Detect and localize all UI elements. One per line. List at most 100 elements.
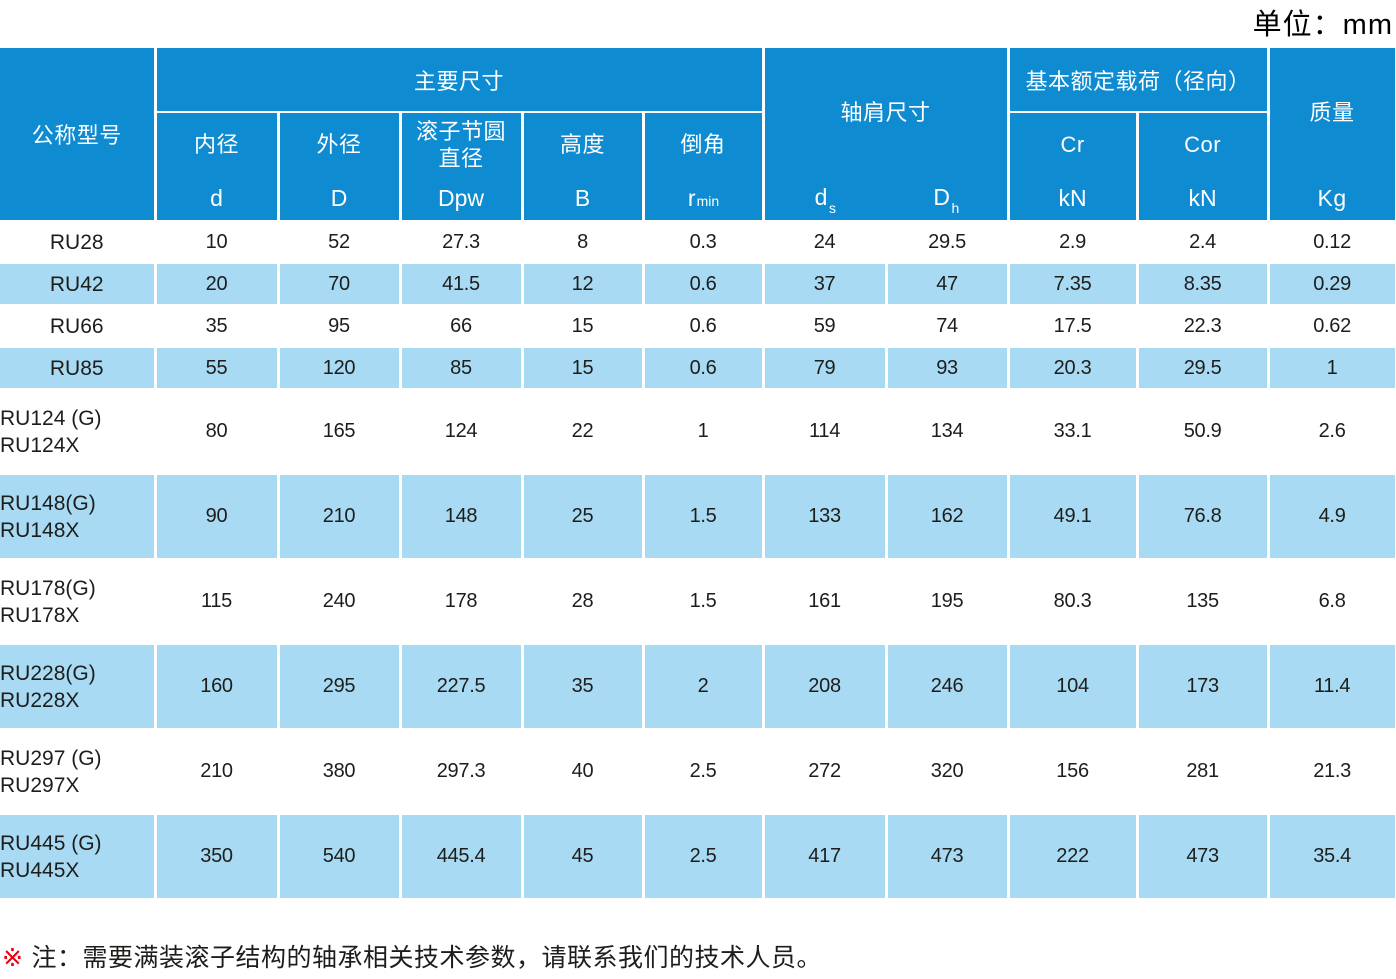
header-load-rating-label: 基本额定载荷（径向）	[1025, 68, 1251, 94]
value-cell: 246	[886, 644, 1010, 730]
value-cell: 76.8	[1137, 474, 1270, 560]
value-cell: 1.5	[643, 559, 765, 645]
value-cell: 1.5	[643, 474, 765, 560]
value-cell: 135	[1137, 559, 1270, 645]
value-cell: 66	[400, 305, 524, 348]
value-cell: 33.1	[1008, 389, 1139, 475]
header-group-load-rating: 基本额定载荷（径向）	[1008, 48, 1270, 113]
model-cell: RU297 (G) RU297X	[0, 729, 157, 815]
value-cell: 93	[886, 347, 1010, 390]
value-cell: 1	[1268, 347, 1396, 390]
value-cell: 195	[886, 559, 1010, 645]
bearing-spec-table: 公称型号 主要尺寸 轴肩尺寸 ds Dh 基本额定载荷（径向）	[0, 48, 1396, 900]
value-cell: 0.12	[1268, 221, 1396, 264]
value-cell: 2.9	[1008, 221, 1139, 264]
value-cell: 15	[522, 347, 645, 390]
table-header: 公称型号 主要尺寸 轴肩尺寸 ds Dh 基本额定载荷（径向）	[0, 48, 1396, 222]
value-cell: 37	[763, 263, 888, 306]
value-cell: 29.5	[886, 221, 1010, 264]
value-cell: 55	[155, 347, 280, 390]
header-col-outer-diameter: 外径 D	[278, 112, 402, 222]
value-cell: 2.4	[1137, 221, 1270, 264]
value-cell: 222	[1008, 814, 1139, 900]
value-cell: 28	[522, 559, 645, 645]
value-cell: 15	[522, 305, 645, 348]
model-name: RU445 (G)	[0, 831, 102, 855]
value-cell: 20	[155, 263, 280, 306]
value-cell: 162	[886, 474, 1010, 560]
value-cell: 17.5	[1008, 305, 1139, 348]
header-group-shoulder-dimensions: 轴肩尺寸 ds Dh	[763, 48, 1010, 222]
value-cell: 445.4	[400, 814, 524, 900]
value-cell: 35	[522, 644, 645, 730]
model-cell: RU66	[0, 305, 157, 348]
model-name: RU148(G)	[0, 491, 96, 515]
model-name: RU228(G)	[0, 661, 96, 685]
value-cell: 20.3	[1008, 347, 1139, 390]
model-name: RU178X	[0, 603, 80, 627]
footnote: ※ 注：需要满装滚子结构的轴承相关技术参数，请联系我们的技术人员。	[2, 938, 822, 974]
model-cell: RU28	[0, 221, 157, 264]
value-cell: 114	[763, 389, 888, 475]
model-name: RU297 (G)	[0, 746, 102, 770]
value-cell: 22.3	[1137, 305, 1270, 348]
value-cell: 35	[155, 305, 280, 348]
value-cell: 165	[278, 389, 402, 475]
value-cell: 90	[155, 474, 280, 560]
value-cell: 22	[522, 389, 645, 475]
table-row: RU148(G) RU148X 90 210 148 25 1.5 133 162 49.1 76.…	[0, 474, 1396, 560]
value-cell: 27.3	[400, 221, 524, 264]
header-col-roller-pitch-diameter: 滚子节圆直径 Dpw	[400, 112, 524, 222]
model-cell: RU42	[0, 263, 157, 306]
value-cell: 8.35	[1137, 263, 1270, 306]
value-cell: 0.29	[1268, 263, 1396, 306]
value-cell: 473	[886, 814, 1010, 900]
value-cell: 156	[1008, 729, 1139, 815]
value-cell: 148	[400, 474, 524, 560]
value-cell: 133	[763, 474, 888, 560]
value-cell: 173	[1137, 644, 1270, 730]
table-row: RU42 20 70 41.5 12 0.6 37 47 7.35 8.35 0.29	[0, 263, 1396, 306]
value-cell: 297.3	[400, 729, 524, 815]
value-cell: 115	[155, 559, 280, 645]
value-cell: 281	[1137, 729, 1270, 815]
value-cell: 80.3	[1008, 559, 1139, 645]
value-cell: 29.5	[1137, 347, 1270, 390]
value-cell: 320	[886, 729, 1010, 815]
header-main-dimensions-label: 主要尺寸	[414, 68, 505, 94]
model-name: RU124 (G)	[0, 406, 102, 430]
model-cell: RU178(G) RU178X	[0, 559, 157, 645]
value-cell: 1	[643, 389, 765, 475]
value-cell: 40	[522, 729, 645, 815]
value-cell: 208	[763, 644, 888, 730]
model-cell: RU124 (G) RU124X	[0, 389, 157, 475]
model-cell: RU445 (G) RU445X	[0, 814, 157, 900]
table-row: RU297 (G) RU297X 210 380 297.3 40 2.5 272 320 156…	[0, 729, 1396, 815]
unit-label: 单位：mm	[1252, 9, 1393, 41]
value-cell: 95	[278, 305, 402, 348]
header-model-label: 公称型号	[31, 123, 122, 148]
model-cell: RU85	[0, 347, 157, 390]
header-symbol-ds: ds	[814, 183, 837, 217]
table-row: RU85 55 120 85 15 0.6 79 93 20.3 29.5 1	[0, 347, 1396, 390]
table-row: RU124 (G) RU124X 80 165 124 22 1 114 134 33.1 50.9…	[0, 389, 1396, 475]
value-cell: 25	[522, 474, 645, 560]
value-cell: 227.5	[400, 644, 524, 730]
value-cell: 210	[278, 474, 402, 560]
header-group-main-dimensions: 主要尺寸	[155, 48, 765, 113]
value-cell: 473	[1137, 814, 1270, 900]
header-shoulder-label: 轴肩尺寸	[840, 99, 931, 125]
value-cell: 0.62	[1268, 305, 1396, 348]
model-name: RU85	[49, 356, 104, 380]
value-cell: 50.9	[1137, 389, 1270, 475]
value-cell: 45	[522, 814, 645, 900]
header-col-height: 高度 B	[522, 112, 645, 222]
header-group-mass: 质量 Kg	[1268, 48, 1396, 222]
table-row: RU28 10 52 27.3 8 0.3 24 29.5 2.9 2.4 0.12	[0, 221, 1396, 264]
value-cell: 178	[400, 559, 524, 645]
value-cell: 2.6	[1268, 389, 1396, 475]
table-row: RU178(G) RU178X 115 240 178 28 1.5 161 195 80.3 13…	[0, 559, 1396, 645]
model-name: RU42	[49, 272, 104, 296]
header-col-chamfer: 倒角 r min	[643, 112, 765, 222]
